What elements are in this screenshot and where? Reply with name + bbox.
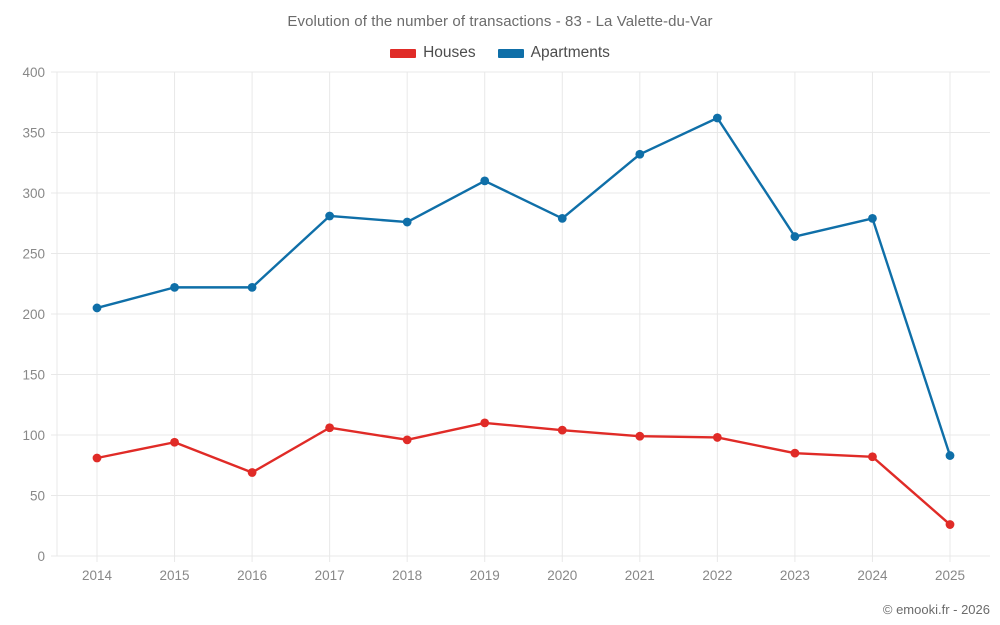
y-tick-label: 400: [22, 65, 45, 80]
grid-lines: [56, 71, 990, 557]
data-point-marker[interactable]: [325, 211, 335, 221]
x-tick-label: 2023: [780, 568, 810, 583]
data-point-marker[interactable]: [247, 468, 257, 477]
footer-credit: © emooki.fr - 2026: [882, 602, 990, 617]
x-tick-label: 2020: [547, 568, 577, 583]
data-point-marker[interactable]: [557, 214, 567, 223]
y-tick-label: 200: [22, 307, 45, 322]
legend-label-apartments: Apartments: [530, 44, 610, 61]
data-point-marker[interactable]: [92, 453, 102, 463]
data-point-marker[interactable]: [402, 435, 412, 445]
data-point-marker[interactable]: [635, 431, 645, 441]
data-point-marker[interactable]: [247, 282, 257, 292]
data-point-marker[interactable]: [790, 232, 800, 241]
x-tick-label: 2018: [392, 568, 422, 583]
y-tick-label: 350: [22, 126, 45, 141]
series-line-apartments: [95, 116, 952, 457]
y-tick-label: 250: [22, 247, 45, 262]
y-tick-label: 0: [37, 549, 45, 564]
data-point-marker[interactable]: [945, 520, 955, 529]
x-tick-label: 2022: [702, 568, 732, 583]
x-axis-ticks: 2014 2015 2016 2017 2018 2019 2020 2021 2022 2023…: [82, 556, 965, 583]
x-tick-label: 2017: [315, 568, 345, 583]
y-tick-label: 100: [22, 428, 45, 443]
x-tick-label: 2021: [625, 568, 655, 583]
chart-legend: Houses Apartments: [0, 44, 1000, 62]
data-point-marker[interactable]: [402, 217, 412, 227]
x-tick-label: 2025: [935, 568, 965, 583]
legend-swatch-apartments: [497, 48, 524, 58]
x-tick-label: 2024: [857, 568, 888, 583]
series-line-houses: [95, 421, 952, 526]
data-point-marker[interactable]: [712, 433, 722, 442]
legend-item-houses[interactable]: Houses: [390, 44, 476, 62]
data-point-marker[interactable]: [170, 282, 179, 292]
x-tick-label: 2014: [82, 568, 113, 583]
y-axis-ticks: 0 50 100 150 200 250 300 350 400: [22, 65, 57, 564]
legend-swatch-houses: [390, 48, 417, 58]
data-point-marker[interactable]: [557, 425, 567, 435]
x-tick-label: 2015: [160, 568, 190, 583]
data-point-marker[interactable]: [92, 303, 102, 313]
x-tick-label: 2016: [237, 568, 267, 583]
data-point-marker[interactable]: [480, 176, 490, 186]
x-tick-label: 2019: [470, 568, 500, 583]
legend-label-houses: Houses: [423, 44, 476, 61]
data-point-marker[interactable]: [480, 418, 490, 428]
data-point-marker[interactable]: [712, 113, 722, 123]
data-point-marker[interactable]: [945, 451, 955, 460]
data-point-marker[interactable]: [790, 448, 800, 458]
data-point-marker[interactable]: [868, 214, 877, 223]
data-point-marker[interactable]: [325, 423, 335, 433]
chart-title: Evolution of the number of transactions …: [287, 13, 713, 30]
y-tick-label: 300: [22, 186, 45, 201]
legend-item-apartments[interactable]: Apartments: [497, 44, 610, 62]
data-point-marker[interactable]: [635, 149, 645, 159]
data-point-marker[interactable]: [170, 437, 179, 447]
data-point-marker[interactable]: [868, 452, 877, 462]
y-tick-label: 150: [22, 368, 45, 383]
data-series-layer: [92, 113, 955, 529]
y-tick-label: 50: [30, 489, 45, 504]
